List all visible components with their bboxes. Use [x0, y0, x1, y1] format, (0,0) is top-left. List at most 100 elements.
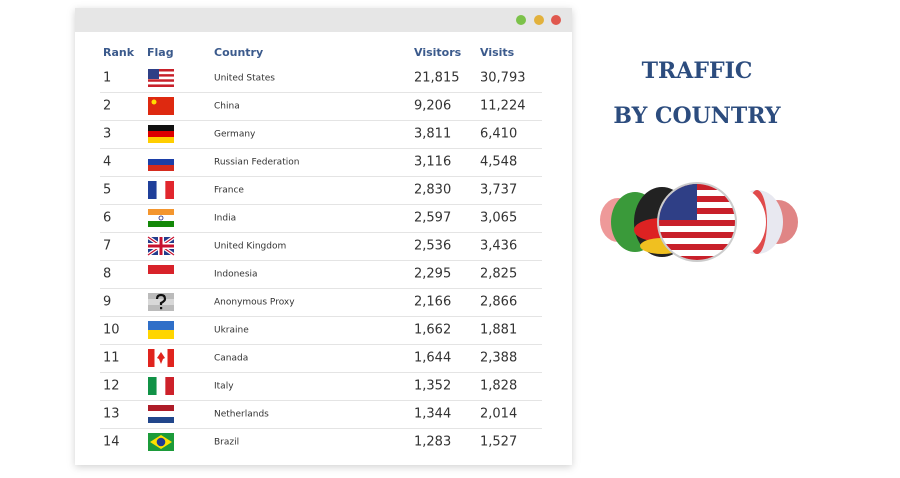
visits: 11,224: [480, 99, 526, 114]
flag-star: [151, 99, 157, 105]
flag-stripe: [148, 330, 174, 339]
flag-stripe: [165, 181, 174, 199]
rank: 3: [103, 127, 111, 142]
rank: 8: [103, 267, 111, 282]
window-bar: [75, 8, 572, 32]
table-row: 6 India 2,597 3,065: [100, 209, 542, 233]
header-visitors: Visitors: [414, 46, 462, 59]
visitors: 2,295: [414, 267, 451, 282]
flag: [148, 265, 174, 283]
flag-stripe: [148, 159, 174, 165]
rank: 6: [103, 211, 111, 226]
table-row: 2 China 9,206 11,224: [100, 97, 542, 121]
rank: 4: [103, 155, 111, 170]
flag-stripe: [148, 405, 174, 411]
visits: 3,436: [480, 239, 517, 254]
country: Netherlands: [214, 410, 269, 420]
flag-stripe: [148, 79, 174, 82]
ball-stripe: [659, 256, 735, 260]
flag: [148, 209, 174, 227]
flag: [147, 235, 175, 257]
visitors: 1,352: [414, 379, 451, 394]
table-row: 14 Brazil 1,283 1,527: [103, 433, 517, 451]
flag-stripe: [148, 274, 174, 283]
flag-stripe: [148, 377, 157, 395]
visitors: 2,597: [414, 211, 451, 226]
flag-stripe: [156, 377, 166, 395]
flag: [148, 69, 174, 87]
visits: 2,014: [480, 407, 517, 422]
window-button[interactable]: [534, 15, 544, 25]
visitors: 1,283: [414, 435, 451, 450]
title-line: BY COUNTRY: [613, 103, 781, 129]
visitors: 1,644: [414, 351, 451, 366]
flag: [148, 97, 174, 115]
flag-stripe: [148, 265, 174, 274]
table-row: 12 Italy 1,352 1,828: [100, 377, 542, 401]
header-visits: Visits: [480, 46, 515, 59]
visitors: 9,206: [414, 99, 451, 114]
flag-stripe: [148, 181, 157, 199]
table-body: 1 United States 21,815 30,793 2 China 9,206 11,…: [100, 69, 542, 451]
flag-stripe: [148, 153, 174, 159]
rank: 14: [103, 435, 120, 450]
visits: 1,527: [480, 435, 517, 450]
visits: 1,828: [480, 379, 517, 394]
flag-stripe: [148, 221, 174, 227]
country: Indonesia: [214, 270, 258, 280]
flag-stripe: [148, 417, 174, 423]
ball-stripe: [659, 244, 735, 250]
visitors: 2,830: [414, 183, 451, 198]
flag-stripe: [148, 209, 174, 215]
visitors: 1,344: [414, 407, 451, 422]
visits: 6,410: [480, 127, 517, 142]
flag-wheel: [158, 215, 164, 221]
header-flag: Flag: [147, 46, 174, 59]
visits: 2,825: [480, 267, 517, 282]
flag-symbol: [155, 293, 167, 305]
header-country: Country: [214, 46, 263, 59]
window-button[interactable]: [516, 15, 526, 25]
flag-symbol: [160, 307, 163, 310]
window-button[interactable]: [551, 15, 561, 25]
flag-stripe: [148, 81, 174, 85]
table-row: 9 Anonymous Proxy 2,166 2,866: [100, 293, 542, 317]
flag: [148, 377, 174, 395]
rank: 2: [103, 99, 111, 114]
flag-stripe: [148, 349, 155, 367]
rank: 1: [103, 71, 111, 86]
visitors: 3,116: [414, 155, 451, 170]
table-row: 7 United Kingdom 2,536 3,436: [100, 235, 542, 261]
table-row: 1 United States 21,815 30,793: [100, 69, 542, 93]
flag: [148, 293, 174, 311]
table-row: 5 France 2,830 3,737: [100, 181, 542, 205]
visits: 4,548: [480, 155, 517, 170]
visitors: 3,811: [414, 127, 451, 142]
flag: [148, 181, 174, 199]
flag-stripe: [148, 84, 174, 87]
flag-stripe: [148, 137, 174, 143]
flag-canton: [148, 69, 159, 79]
flag-stripe: [148, 71, 174, 75]
country: Canada: [214, 354, 248, 364]
flag-stripe: [156, 181, 166, 199]
flag-globe: [156, 437, 166, 447]
country: China: [214, 102, 240, 112]
table-row: 11 Canada 1,644 2,388: [100, 349, 542, 373]
visitors: 2,536: [414, 239, 451, 254]
table-row: 8 Indonesia 2,295 2,825: [100, 265, 542, 289]
flag-cross: [159, 237, 163, 255]
country: United States: [214, 74, 275, 84]
flag-stripe: [165, 377, 174, 395]
flag-stripe: [148, 74, 174, 77]
rank: 11: [103, 351, 120, 366]
flag-stripe: [148, 76, 174, 80]
flag-stripe: [148, 97, 174, 115]
flag-stripe: [148, 165, 174, 171]
flag: [148, 405, 174, 423]
table-row: 13 Netherlands 1,344 2,014: [100, 405, 542, 429]
flag-stripe: [167, 349, 174, 367]
country: Ukraine: [214, 326, 249, 336]
